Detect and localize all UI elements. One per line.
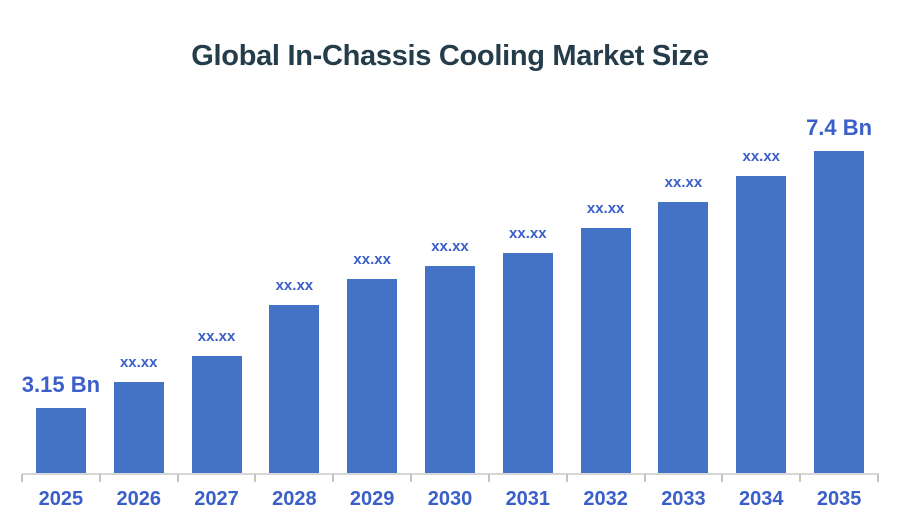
x-axis-label-2035: 2035: [816, 488, 862, 510]
x-axis-label-2025: 2025: [38, 488, 84, 510]
bar-2029: [347, 279, 398, 473]
x-axis-tick: [721, 474, 724, 482]
x-axis-tick: [98, 474, 101, 482]
bar-column-2025: 3.15 Bn: [22, 0, 100, 473]
x-axis-tick: [410, 474, 413, 482]
bar-value-label-2032: xx.xx: [586, 200, 625, 217]
bar-value-label-2029: xx.xx: [353, 251, 391, 268]
bar-2033: [658, 202, 709, 473]
bar-column-2035: 7.4 Bn: [800, 0, 878, 473]
x-axis-tick: [176, 474, 179, 482]
bar-column-2032: xx.xx: [567, 0, 645, 473]
x-axis-tick: [254, 474, 257, 482]
bar-2030: [424, 266, 475, 473]
x-axis-label-2029: 2029: [349, 488, 395, 510]
bar-2026: [113, 382, 164, 473]
x-axis-line: [22, 473, 879, 475]
bar-2032: [580, 228, 631, 473]
bar-column-2034: xx.xx: [722, 0, 800, 473]
bar-column-2029: xx.xx: [333, 0, 411, 473]
x-axis-tick: [332, 474, 335, 482]
x-axis-label-2034: 2034: [739, 488, 784, 510]
bar-value-label-2034: xx.xx: [742, 148, 781, 165]
bar-2025: [35, 408, 86, 473]
x-axis-label-2028: 2028: [272, 488, 317, 510]
x-axis-tick: [643, 474, 646, 482]
x-axis-label-2031: 2031: [505, 488, 551, 510]
bar-2034: [736, 176, 787, 473]
x-axis-tick: [487, 474, 490, 482]
bar-column-2033: xx.xx: [645, 0, 723, 473]
bar-value-label-2031: xx.xx: [509, 225, 547, 242]
bar-column-2026: xx.xx: [100, 0, 178, 473]
bar-value-label-2025: 3.15 Bn: [21, 372, 101, 397]
x-axis-label-2033: 2033: [661, 488, 706, 510]
x-axis-tick: [799, 474, 802, 482]
bar-chart-plot-area: 3.15 Bn xx.xx xx.xx xx.xx xx.xx xx.xx xx.xx xx.…: [22, 0, 878, 473]
bar-column-2030: xx.xx: [411, 0, 489, 473]
bar-2027: [191, 356, 242, 473]
x-axis-tick: [877, 474, 879, 482]
x-axis-label-2026: 2026: [116, 488, 161, 510]
bar-column-2028: xx.xx: [255, 0, 333, 473]
bar-value-label-2035: 7.4 Bn: [806, 115, 873, 140]
chart-title: Global In-Chassis Cooling Market Size: [191, 40, 709, 73]
bar-value-label-2027: xx.xx: [197, 328, 236, 345]
x-axis-label-2032: 2032: [583, 488, 628, 510]
x-axis-label-2027: 2027: [194, 488, 239, 510]
bar-value-label-2026: xx.xx: [119, 354, 158, 371]
bar-2028: [269, 305, 320, 473]
x-axis-label-2030: 2030: [427, 488, 473, 510]
x-axis-tick: [21, 474, 23, 482]
bar-value-label-2030: xx.xx: [431, 238, 469, 255]
bar-column-2031: xx.xx: [489, 0, 567, 473]
bar-column-2027: xx.xx: [178, 0, 256, 473]
bar-2031: [502, 253, 553, 473]
x-axis-tick: [565, 474, 568, 482]
bar-value-label-2033: xx.xx: [664, 174, 703, 191]
bar-value-label-2028: xx.xx: [275, 277, 314, 294]
bar-2035: [814, 151, 865, 473]
